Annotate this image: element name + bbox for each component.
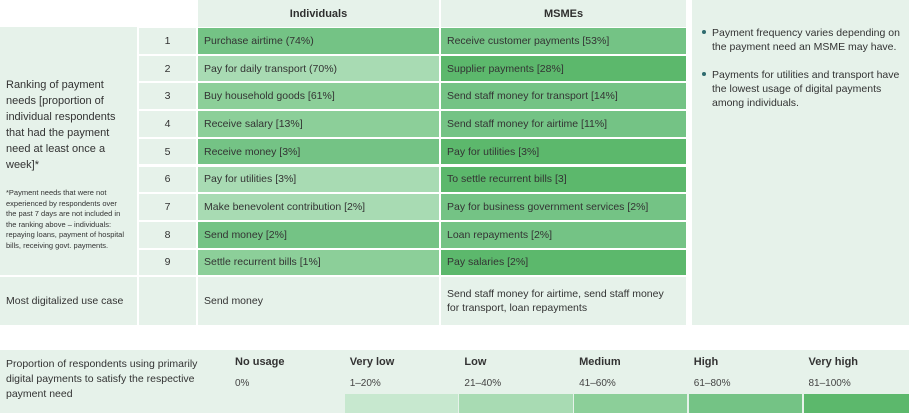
- legend-swatch: [688, 394, 802, 413]
- individual-payment-need: Pay for utilities [3%]: [198, 166, 439, 193]
- legend-swatch: [344, 394, 458, 413]
- individual-payment-need: Settle recurrent bills [1%]: [198, 249, 439, 276]
- rank-number: 9: [139, 249, 196, 276]
- legend-level: Very low 1–20%: [344, 350, 458, 413]
- msmes-header: MSMEs: [441, 0, 686, 27]
- legend-level: Very high 81–100%: [803, 350, 909, 413]
- legend-swatch: [459, 394, 573, 413]
- legend-level-range: 21–40%: [464, 378, 502, 389]
- msme-payment-need: Send staff money for transport [14%]: [441, 83, 686, 110]
- individual-payment-need: Receive money [3%]: [198, 138, 439, 165]
- rank-number: 3: [139, 83, 196, 110]
- legend-level: Medium 41–60%: [574, 350, 688, 413]
- msme-payment-need: Loan repayments [2%]: [441, 221, 686, 248]
- msme-payment-need: Pay for business government services [2%…: [441, 194, 686, 220]
- legend-level: No usage 0%: [230, 350, 344, 413]
- msme-payment-need: Pay for utilities [3%]: [441, 138, 686, 165]
- individual-payment-need: Send money [2%]: [198, 221, 439, 248]
- individuals-header: Individuals: [198, 0, 439, 27]
- legend-level-range: 0%: [235, 378, 250, 389]
- legend-level-range: 41–60%: [579, 378, 616, 389]
- rank-number: 2: [139, 55, 196, 82]
- note-text: Payments for utilities and transport hav…: [712, 69, 900, 109]
- legend-level-name: No usage: [235, 356, 285, 368]
- note-item: Payments for utilities and transport hav…: [702, 68, 901, 110]
- bullet-icon: [702, 30, 706, 34]
- individual-payment-need: Buy household goods [61%]: [198, 83, 439, 110]
- legend-level-range: 1–20%: [349, 378, 381, 389]
- payment-needs-table: Individuals MSMEs Ranking of payment nee…: [0, 0, 686, 325]
- legend-level: Low 21–40%: [459, 350, 573, 413]
- legend-level-range: 61–80%: [693, 378, 731, 389]
- legend-level: High 61–80%: [688, 350, 802, 413]
- rank-number: 8: [139, 221, 196, 248]
- rank-number: 1: [139, 28, 196, 54]
- rank-number: 4: [139, 111, 196, 137]
- note-item: Payment frequency varies depending on th…: [702, 26, 901, 54]
- most-digitalized-msme: Send staff money for airtime, send staff…: [441, 277, 686, 325]
- legend-level-name: Low: [464, 356, 487, 368]
- bullet-icon: [702, 72, 706, 76]
- rank-number: 6: [139, 166, 196, 193]
- msme-payment-need: To settle recurrent bills [3]: [441, 166, 686, 193]
- msme-payment-need: Pay salaries [2%]: [441, 249, 686, 276]
- rank-number: 5: [139, 138, 196, 165]
- footnote: *Payment needs that were not experienced…: [0, 188, 137, 275]
- legend-level-name: Very high: [808, 356, 859, 368]
- most-digitalized-rank-spacer: [139, 277, 196, 325]
- msme-payment-need: Supplier payments [28%]: [441, 55, 686, 82]
- legend-swatch: [230, 394, 344, 413]
- note-text: Payment frequency varies depending on th…: [712, 27, 900, 53]
- individual-payment-need: Purchase airtime (74%): [198, 28, 439, 54]
- notes-panel: Payment frequency varies depending on th…: [692, 0, 909, 325]
- rank-number: 7: [139, 194, 196, 220]
- individual-payment-need: Receive salary [13%]: [198, 111, 439, 137]
- legend-level-name: High: [693, 356, 719, 368]
- legend-level-name: Very low: [349, 356, 395, 368]
- legend-swatch: [803, 394, 909, 413]
- msme-payment-need: Receive customer payments [53%]: [441, 28, 686, 54]
- legend-label: Proportion of respondents using primaril…: [6, 358, 198, 400]
- legend-level-name: Medium: [579, 356, 621, 368]
- most-digitalized-label: Most digitalized use case: [0, 277, 137, 325]
- individual-payment-need: Make benevolent contribution [2%]: [198, 194, 439, 220]
- legend: Proportion of respondents using primaril…: [0, 350, 909, 413]
- ranking-label: Ranking of payment needs [proportion of …: [0, 27, 137, 188]
- legend-swatch: [574, 394, 688, 413]
- most-digitalized-individual: Send money: [198, 277, 439, 325]
- individual-payment-need: Pay for daily transport (70%): [198, 55, 439, 82]
- legend-level-range: 81–100%: [808, 378, 851, 389]
- msme-payment-need: Send staff money for airtime [11%]: [441, 111, 686, 137]
